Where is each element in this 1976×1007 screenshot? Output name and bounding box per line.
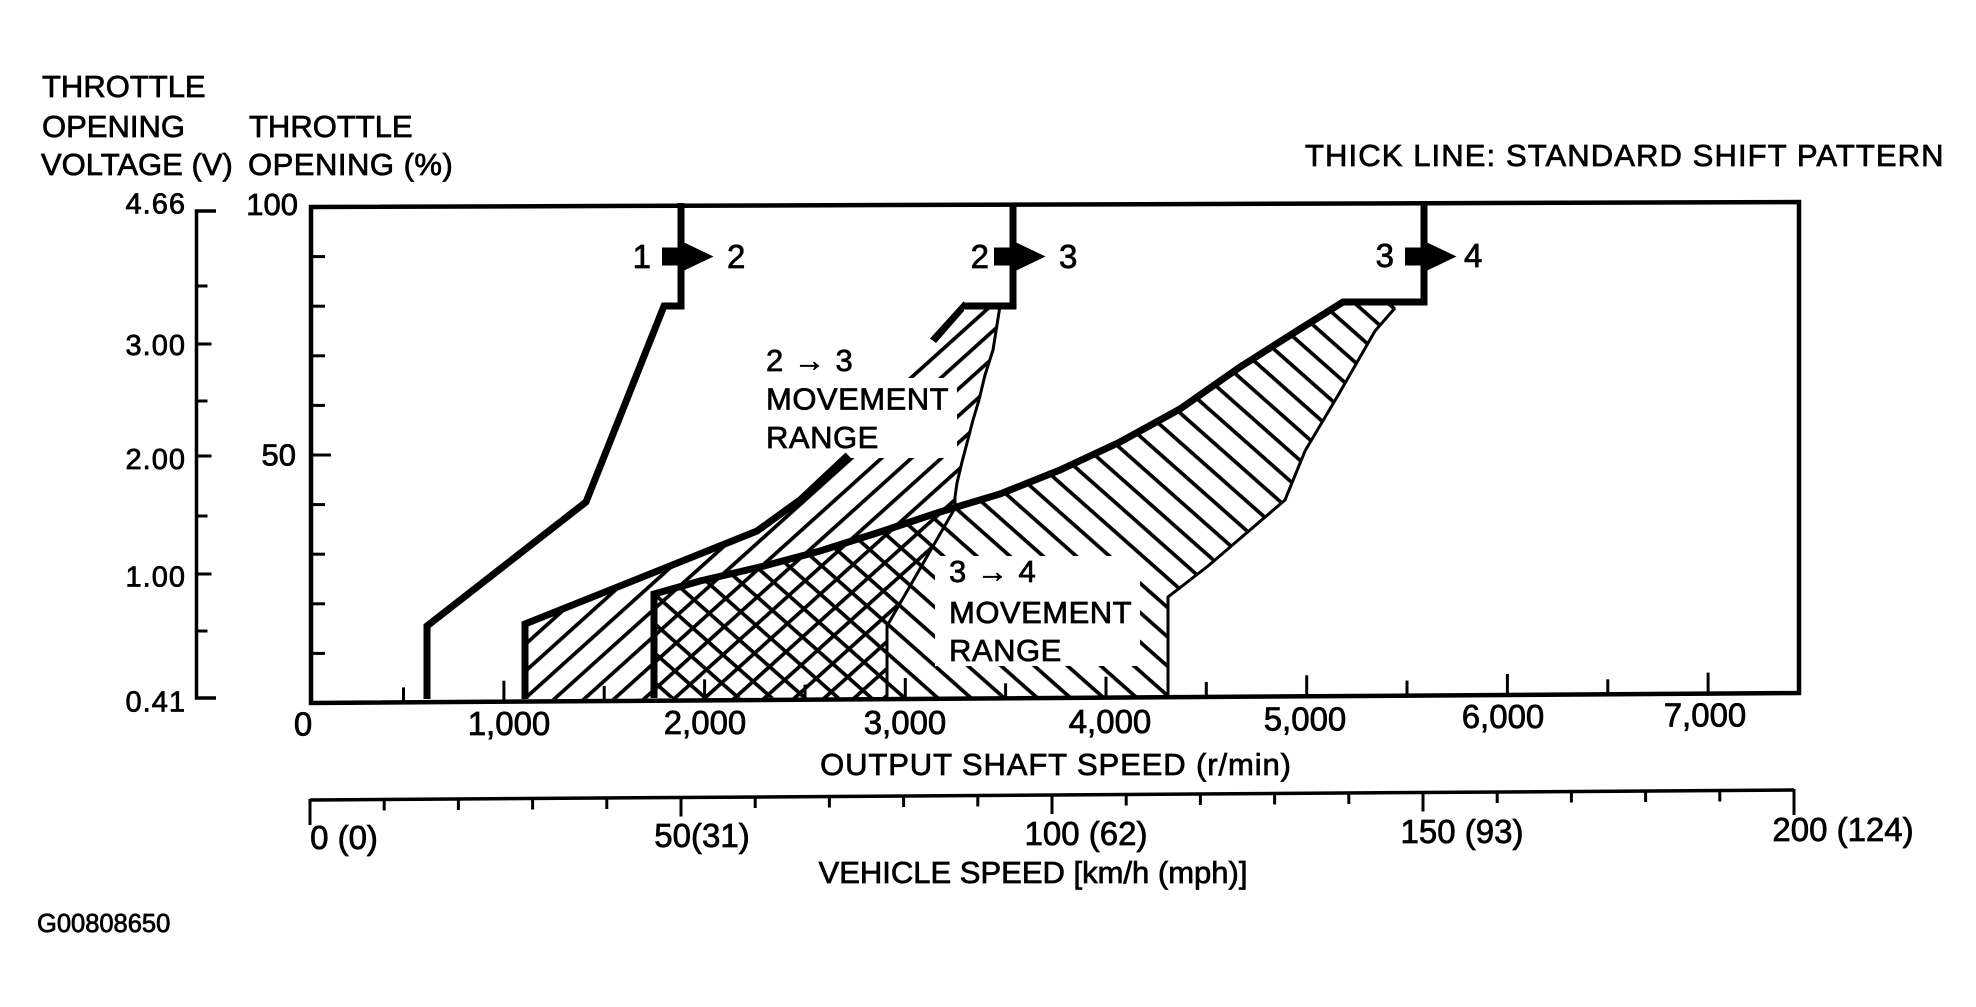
svg-text:4.66: 4.66 [126,189,186,221]
svg-text:50(31): 50(31) [654,817,749,854]
svg-text:VOLTAGE (V): VOLTAGE (V) [41,147,233,182]
svg-text:150 (93): 150 (93) [1401,813,1524,850]
svg-text:7,000: 7,000 [1664,697,1747,734]
svg-text:2 → 3: 2 → 3 [766,343,854,378]
svg-text:2: 2 [971,238,989,275]
svg-text:3: 3 [1376,237,1394,274]
svg-text:50: 50 [262,438,296,473]
svg-text:3,000: 3,000 [864,704,947,741]
svg-text:3 → 4: 3 → 4 [949,554,1037,589]
svg-text:G00808650: G00808650 [37,910,170,938]
svg-text:OPENING: OPENING [42,109,185,144]
svg-text:MOVEMENT: MOVEMENT [949,595,1132,630]
svg-text:0 (0): 0 (0) [310,819,378,856]
svg-text:0.41: 0.41 [126,687,186,719]
svg-text:200 (124): 200 (124) [1772,811,1913,848]
svg-text:5,000: 5,000 [1264,701,1347,738]
svg-text:1.00: 1.00 [126,562,186,594]
svg-text:4: 4 [1464,237,1482,274]
svg-text:THROTTLE: THROTTLE [249,109,413,144]
svg-text:3: 3 [1059,238,1077,275]
svg-text:2.00: 2.00 [126,444,186,476]
svg-text:1: 1 [633,238,651,275]
svg-text:THICK LINE: STANDARD SHIFT PAT: THICK LINE: STANDARD SHIFT PATTERN [1305,138,1945,173]
svg-text:2: 2 [727,238,745,275]
svg-text:6,000: 6,000 [1462,698,1545,735]
svg-text:4,000: 4,000 [1069,703,1152,740]
svg-text:RANGE: RANGE [766,420,879,455]
svg-text:100 (62): 100 (62) [1025,815,1148,852]
svg-text:100: 100 [246,187,298,222]
svg-text:1,000: 1,000 [468,705,551,742]
svg-text:OPENING (%): OPENING (%) [248,147,453,182]
svg-text:VEHICLE SPEED [km/h (mph)]: VEHICLE SPEED [km/h (mph)] [819,855,1248,890]
svg-text:THROTTLE: THROTTLE [42,69,206,104]
svg-text:RANGE: RANGE [949,633,1062,668]
svg-text:2,000: 2,000 [664,704,747,741]
svg-text:OUTPUT SHAFT SPEED (r/min): OUTPUT SHAFT SPEED (r/min) [820,747,1292,782]
svg-text:MOVEMENT: MOVEMENT [766,382,949,417]
svg-text:0: 0 [294,706,312,743]
svg-text:3.00: 3.00 [126,330,186,362]
